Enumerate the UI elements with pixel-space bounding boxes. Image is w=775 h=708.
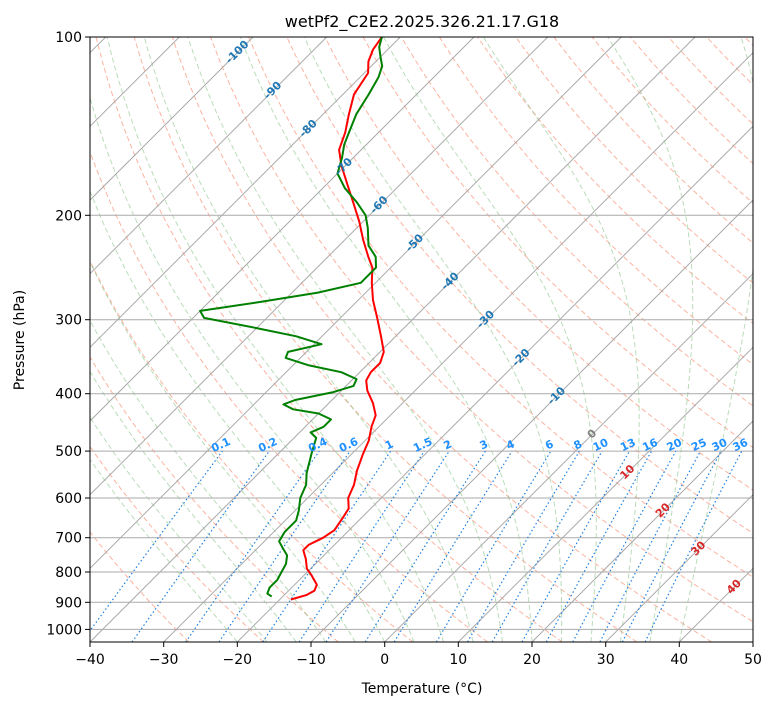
y-tick-label: 1000 [46,622,82,638]
y-tick-label: 500 [55,444,82,460]
mixing-ratio-label: 36 [731,436,751,454]
moist-adiabat [303,37,563,642]
x-axis: −40 −30 −20 −10 0 10 20 30 40 50 [75,642,762,668]
moist-adiabat [90,458,238,642]
y-axis: 100 200 300 400 500 600 700 800 900 1000 [46,30,90,638]
y-tick-label: 400 [55,387,82,403]
dry-adiabat [90,531,190,642]
y-tick-label: 200 [55,208,82,224]
mixing-ratio-line [90,450,223,632]
isotherm [163,51,753,642]
x-tick-label: 20 [523,652,541,668]
y-tick-label: 600 [55,491,82,507]
dry-adiabat [95,37,563,642]
y-tick-label: 100 [55,30,82,46]
mixing-ratio-label: 25 [689,436,708,454]
dry-adiabat [210,37,753,623]
isotherm [90,37,401,349]
moist-adiabat [90,319,327,642]
x-tick-label: 40 [670,652,688,668]
dry-adiabat [133,37,638,642]
moist-adiabat [678,37,753,642]
isotherms [90,37,753,642]
isotherm [90,37,696,642]
dry-adiabat [90,150,488,642]
y-tick-label: 900 [55,595,82,611]
mixing-ratio-label: 13 [618,436,637,454]
y-tick-label: 800 [55,565,82,581]
mixing-ratio-line [572,450,677,642]
moist-adiabats [90,37,753,642]
dewpoint-profile-line [199,37,384,598]
mixing-ratio-line [262,450,392,642]
moist-adiabat [607,37,694,642]
isotherm [457,346,753,642]
x-axis-title: Temperature (°C) [361,681,483,697]
isotherm [236,125,753,642]
plot-frame [89,36,754,643]
isotherm [90,37,475,422]
dry-adiabat [248,37,753,578]
isotherm [90,37,549,496]
y-tick-label: 300 [55,313,82,329]
mixing-ratio-line [218,450,351,642]
dry-adiabat [438,37,753,366]
isotherm [90,37,328,275]
x-tick-label: 10 [449,652,467,668]
isobars [90,37,753,630]
plot-area [90,37,753,642]
dry-adiabat [400,37,753,407]
x-tick-label: −30 [149,652,179,668]
x-tick-label: 0 [380,652,389,668]
series-layer [199,37,385,601]
moist-adiabat [187,37,503,642]
dry-adiabat [171,37,712,642]
x-tick-label: −20 [223,652,253,668]
mixing-ratio-line [644,450,743,642]
mixing-ratio-label: 10 [591,436,611,454]
moist-adiabat [106,37,445,642]
moist-adiabat [239,37,533,642]
mixing-ratio-line [393,450,513,642]
mixing-ratio-line [298,450,425,642]
chart-title: wetPf2_C2E2.2025.326.21.17.G18 [285,12,559,32]
isotherm [90,37,254,201]
dry-adiabat [90,356,339,642]
mixing-ratio-label: 16 [640,436,660,454]
mixing-ratio-lines [90,450,743,642]
dry-adiabat [90,445,264,642]
dry-adiabat [324,37,753,491]
x-tick-label: 50 [744,652,762,668]
dry-adiabat [515,37,753,284]
isotherm [90,37,622,570]
moist-adiabat [90,189,386,642]
x-tick-label: −40 [75,652,105,668]
moist-adiabat [90,416,268,642]
moist-adiabat [90,260,356,642]
mixing-ratio-line [545,450,653,642]
isotherm [605,493,753,642]
isotherm [384,272,753,642]
x-tick-label: 30 [597,652,615,668]
moist-adiabat [143,37,474,642]
moist-adiabat [383,37,597,642]
mixing-ratio-label: 30 [710,436,730,454]
mixing-ratio-label: 20 [665,436,685,454]
mixing-ratio-line [131,450,270,642]
grid-layer [90,37,753,642]
isotherm [531,420,753,642]
isotherm [310,199,753,642]
moist-adiabat [482,37,640,642]
temperature-profile-line [290,37,385,601]
mixing-ratio-line [325,450,450,642]
mixing-ratio-line [185,450,320,642]
y-axis-title: Pressure (hPa) [12,290,28,390]
x-tick-label: −10 [296,652,326,668]
y-tick-label: 700 [55,531,82,547]
mixing-ratio-line [521,450,631,642]
